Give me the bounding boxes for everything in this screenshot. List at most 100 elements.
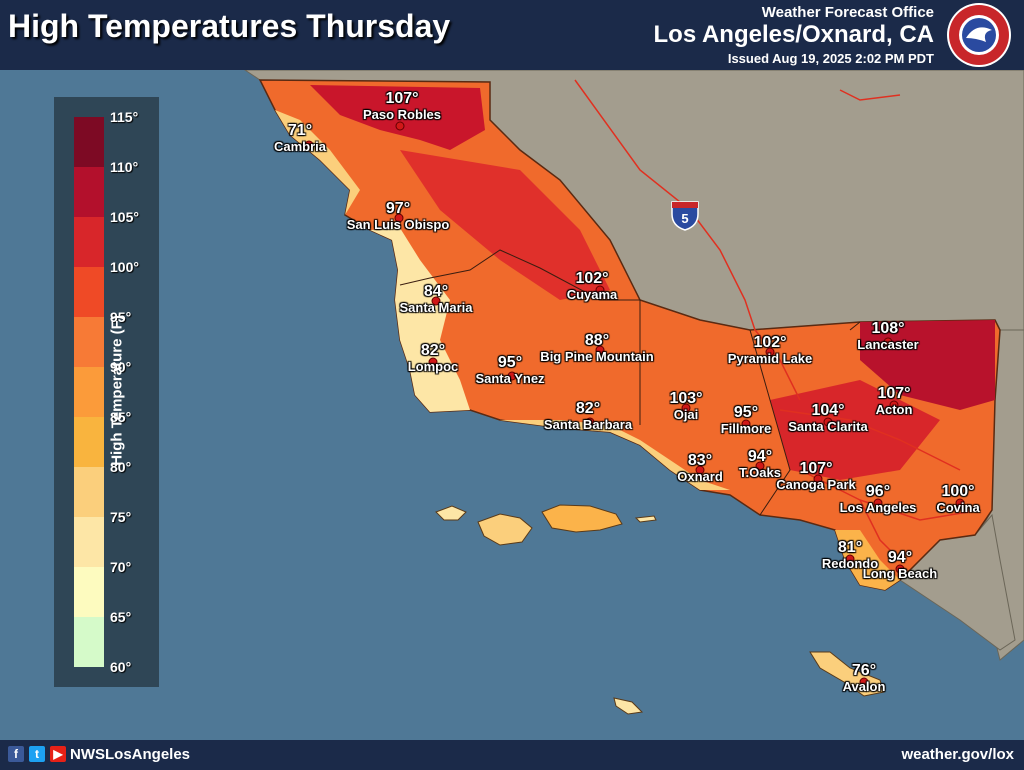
office-location: Los Angeles/Oxnard, CA <box>653 21 935 48</box>
place-temperature: 95° <box>497 354 523 371</box>
legend-swatch <box>74 117 104 167</box>
place-temperature: 96° <box>865 483 891 500</box>
place-label: 103° Ojai <box>669 390 702 422</box>
nws-logo-icon <box>947 3 1011 67</box>
place-marker <box>395 121 405 131</box>
place-temperature: 84° <box>423 283 449 300</box>
place-label: 94° Long Beach <box>863 549 937 581</box>
place-temperature: 88° <box>584 332 610 349</box>
place-name: Long Beach <box>862 566 938 581</box>
cool-coast-south <box>500 420 730 490</box>
place-temperature: 103° <box>669 390 703 407</box>
footer-bar: f t ▶ NWSLosAngeles weather.gov/lox <box>0 740 1024 770</box>
place-name: Santa Clarita <box>788 419 868 434</box>
youtube-icon[interactable]: ▶ <box>50 746 66 762</box>
place-name: Redondo <box>821 556 879 571</box>
place-label: 81° Redondo <box>822 539 878 571</box>
place-label: 107° Paso Robles <box>363 90 441 122</box>
legend-tick-label: 75° <box>110 509 132 525</box>
place-temperature: 94° <box>747 448 773 465</box>
place-name: San Luis Obispo <box>346 217 450 232</box>
place-temperature: 108° <box>871 320 905 337</box>
place-marker <box>507 371 517 381</box>
place-temperature: 95° <box>733 404 759 421</box>
legend-tick-label: 60° <box>110 659 132 675</box>
legend-swatch <box>74 317 104 367</box>
legend-tick-label: 95° <box>110 309 132 325</box>
legend-tick-label: 90° <box>110 359 132 375</box>
place-temperature: 81° <box>837 539 863 556</box>
office-label: Weather Forecast Office <box>761 4 934 21</box>
place-temperature: 97° <box>385 200 411 217</box>
place-name: Lompoc <box>407 359 459 374</box>
place-label: 82° Santa Barbara <box>544 400 632 432</box>
place-name: Big Pine Mountain <box>540 349 654 364</box>
place-marker <box>431 296 441 306</box>
place-name: Paso Robles <box>362 107 442 122</box>
place-markers <box>304 121 965 687</box>
place-temperature: 104° <box>811 402 845 419</box>
legend-tick-label: 100° <box>110 259 139 275</box>
santa-cruz-island <box>541 504 623 533</box>
place-name: Acton <box>875 402 913 417</box>
legend-swatch <box>74 517 104 567</box>
place-marker <box>859 677 869 687</box>
place-marker <box>695 465 705 475</box>
place-label: 84° Santa Maria <box>400 283 473 315</box>
legend-swatch <box>74 467 104 517</box>
legend-tick-label: 65° <box>110 609 132 625</box>
place-name: Fillmore <box>720 421 772 436</box>
place-temperature: 100° <box>941 483 975 500</box>
place-marker <box>873 498 883 508</box>
legend-swatch <box>74 367 104 417</box>
place-temperature: 76° <box>851 662 877 679</box>
place-marker <box>595 345 605 355</box>
place-name: Ojai <box>673 407 699 422</box>
place-label: 102° Cuyama <box>567 270 618 302</box>
place-label: 102° Pyramid Lake <box>728 334 813 366</box>
anacapa-island <box>634 515 657 523</box>
san-clemente-island <box>613 697 644 715</box>
place-label: 76° Avalon <box>843 662 886 694</box>
social-handle[interactable]: NWSLosAngeles <box>70 746 191 763</box>
place-name: Santa Barbara <box>543 417 633 432</box>
place-label: 95° Fillmore <box>721 404 772 436</box>
website-link[interactable]: weather.gov/lox <box>901 746 1014 763</box>
place-temperature: 107° <box>877 385 911 402</box>
place-marker <box>813 474 823 484</box>
place-name: Oxnard <box>677 469 723 484</box>
twitter-icon[interactable]: t <box>29 746 45 762</box>
heat-zone-antelope <box>860 320 995 410</box>
place-temperature: 102° <box>575 270 609 287</box>
cool-coast-central <box>370 228 470 412</box>
san-miguel-island <box>435 505 467 521</box>
place-temperature: 94° <box>887 549 913 566</box>
place-name: Cuyama <box>566 287 618 302</box>
roads <box>574 79 981 561</box>
place-temperature: 71° <box>287 122 313 139</box>
place-name: Pyramid Lake <box>727 351 813 366</box>
place-marker <box>823 417 833 427</box>
facebook-icon[interactable]: f <box>8 746 24 762</box>
heat-zone-north <box>310 85 485 150</box>
place-marker <box>955 498 965 508</box>
place-marker <box>741 419 751 429</box>
legend-swatch <box>74 167 104 217</box>
legend-color-bar <box>74 117 104 667</box>
place-temperature: 82° <box>420 342 446 359</box>
legend-swatch <box>74 417 104 467</box>
place-marker <box>883 337 893 347</box>
place-label: 71° Cambria <box>274 122 326 154</box>
santa-rosa-island <box>477 513 533 546</box>
place-marker <box>845 554 855 564</box>
place-temperature: 102° <box>753 334 787 351</box>
place-label: 96° Los Angeles <box>840 483 917 515</box>
place-marker <box>304 140 314 150</box>
place-temperature: 107° <box>799 460 833 477</box>
place-marker <box>585 417 595 427</box>
place-name: Lancaster <box>857 337 919 352</box>
legend-swatch <box>74 617 104 667</box>
issued-time: Issued Aug 19, 2025 2:02 PM PDT <box>727 51 934 66</box>
